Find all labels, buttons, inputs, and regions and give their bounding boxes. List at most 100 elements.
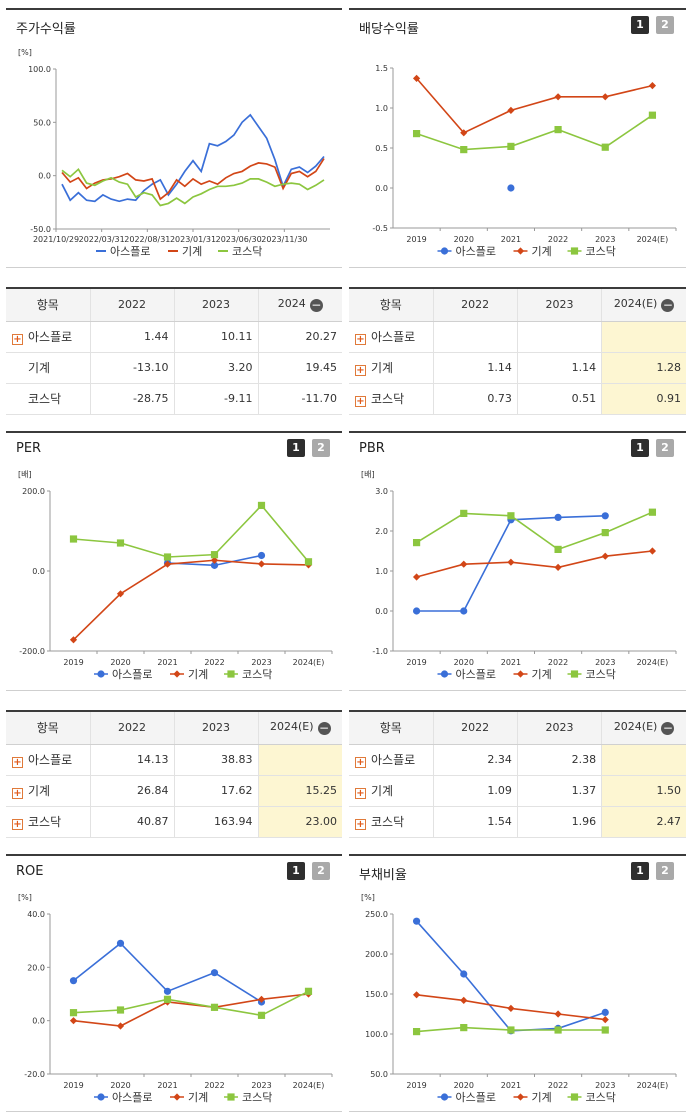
- x-tick-label: 2024(E): [293, 658, 325, 667]
- row-label: 기계: [6, 352, 91, 384]
- table-row: + 기계 1.14 1.14 1.28: [349, 352, 686, 384]
- data-point-diamond: [460, 560, 468, 568]
- data-point-circle: [601, 1008, 609, 1016]
- page-2-button[interactable]: 2: [656, 16, 674, 34]
- column-header: 2022: [433, 289, 518, 322]
- collapse-icon[interactable]: −: [309, 298, 323, 313]
- x-tick-label: 2022: [548, 235, 568, 244]
- data-point-diamond: [163, 560, 172, 568]
- page-1-button[interactable]: 1: [631, 862, 649, 880]
- data-point-square: [507, 512, 515, 520]
- row-label: 아스플로: [371, 753, 416, 767]
- chart-legend: 아스플로 기계 코스닥: [437, 245, 616, 258]
- data-point-diamond: [173, 1093, 181, 1101]
- expand-plus-icon[interactable]: +: [355, 396, 366, 407]
- table-cell: 38.83: [174, 744, 259, 776]
- data-point-square: [412, 130, 421, 138]
- data-point-diamond: [507, 106, 515, 114]
- expand-plus-icon[interactable]: +: [12, 334, 23, 345]
- y-tick-label: 0.5: [375, 144, 388, 153]
- per-table: 항목 2022 2023 2024(E) − + 아스플로 14.13 38.83 …: [6, 712, 342, 838]
- x-tick-label: 2023: [251, 658, 271, 667]
- data-point-circle: [440, 247, 449, 255]
- table-cell: 2.38: [517, 744, 603, 776]
- column-header: 2022: [90, 712, 175, 745]
- legend-label: 기계: [532, 1091, 552, 1104]
- per-table-panel: 항목 2022 2023 2024(E) − + 아스플로 14.13 38.83 …: [6, 710, 342, 838]
- series-0: [69, 939, 266, 1006]
- data-point-circle: [554, 513, 562, 521]
- expand-plus-icon[interactable]: +: [355, 365, 366, 376]
- page-1-button[interactable]: 1: [287, 439, 305, 457]
- table-cell: [601, 321, 686, 353]
- expand-plus-icon[interactable]: +: [12, 788, 23, 799]
- expand-plus-icon[interactable]: +: [355, 819, 366, 830]
- data-point-square: [601, 143, 609, 151]
- data-point-square: [257, 1011, 266, 1019]
- data-point-square: [69, 1009, 78, 1017]
- table-cell: 19.45: [258, 352, 342, 384]
- data-point-circle: [440, 1093, 449, 1101]
- data-point-diamond: [460, 129, 468, 137]
- table-cell: 3.20: [174, 352, 259, 384]
- expand-plus-icon[interactable]: +: [355, 788, 366, 799]
- data-point-diamond: [516, 1093, 525, 1101]
- expand-plus-icon[interactable]: +: [355, 757, 366, 768]
- y-tick-label: 40.0: [27, 910, 45, 919]
- column-header-estimate: 2024(E) −: [601, 289, 686, 322]
- row-label-cell: + 코스닥: [6, 806, 91, 838]
- data-point-square: [554, 1026, 562, 1034]
- data-point-square: [554, 545, 562, 553]
- y-tick-label: 100.0: [28, 65, 51, 74]
- page-1-button[interactable]: 1: [287, 862, 305, 880]
- data-point-square: [460, 1024, 468, 1032]
- data-point-square: [570, 670, 579, 678]
- series-line: [416, 114, 653, 151]
- dividend-table: 항목 2022 2023 2024(E) − + 아스플로 + 기계 1.14 1.1…: [349, 289, 686, 415]
- row-label-cell: + 아스플로: [6, 321, 91, 353]
- table-cell: 10.11: [174, 321, 259, 353]
- y-unit-label: [%]: [18, 48, 32, 57]
- x-tick-label: 2022: [548, 1081, 568, 1090]
- chart-title: 배당수익률: [359, 22, 419, 37]
- row-label: 아스플로: [371, 330, 416, 344]
- x-tick-label: 2023: [595, 658, 615, 667]
- legend-label: 코스닥: [242, 1091, 272, 1104]
- collapse-icon[interactable]: −: [317, 721, 331, 736]
- data-point-diamond: [412, 573, 421, 581]
- page-2-button[interactable]: 2: [656, 862, 674, 880]
- data-point-circle: [69, 977, 78, 985]
- x-tick-label: 2021: [501, 658, 521, 667]
- y-tick-label: 200.0: [365, 950, 388, 959]
- data-point-circle: [412, 607, 421, 615]
- page-2-button[interactable]: 2: [312, 439, 330, 457]
- data-point-circle: [97, 1093, 105, 1101]
- legend-label: 아스플로: [456, 245, 496, 258]
- page-1-button[interactable]: 1: [631, 439, 649, 457]
- collapse-icon[interactable]: −: [661, 721, 675, 736]
- column-header: 항목: [349, 289, 434, 322]
- page-2-button[interactable]: 2: [656, 439, 674, 457]
- expand-plus-icon[interactable]: +: [12, 757, 23, 768]
- collapse-icon[interactable]: −: [661, 298, 675, 313]
- table-row: + 아스플로 1.44 10.11 20.27: [6, 321, 342, 353]
- expand-plus-icon[interactable]: +: [355, 334, 366, 345]
- legend-label: 코스닥: [586, 1091, 616, 1104]
- row-label-cell: + 아스플로: [6, 744, 91, 776]
- expand-plus-icon[interactable]: +: [12, 819, 23, 830]
- chart-title: 주가수익률: [16, 22, 76, 37]
- page-1-button[interactable]: 1: [631, 16, 649, 34]
- table-row: + 코스닥 40.87 163.94 23.00: [6, 806, 342, 838]
- y-tick-label: 3.0: [375, 487, 388, 496]
- x-tick-label: 2019: [63, 658, 83, 667]
- table-cell: 1.50: [601, 775, 686, 807]
- data-point-square: [648, 508, 657, 516]
- column-header: 항목: [6, 289, 91, 322]
- data-point-square: [304, 987, 313, 995]
- top-toolbar-strip: [0, 0, 691, 5]
- chart-legend: 아스플로 기계 코스닥: [94, 668, 272, 681]
- data-point-diamond: [173, 670, 181, 678]
- table-row: 코스닥 -28.75 -9.11 -11.70: [6, 383, 342, 415]
- series-2: [412, 111, 657, 154]
- page-2-button[interactable]: 2: [312, 862, 330, 880]
